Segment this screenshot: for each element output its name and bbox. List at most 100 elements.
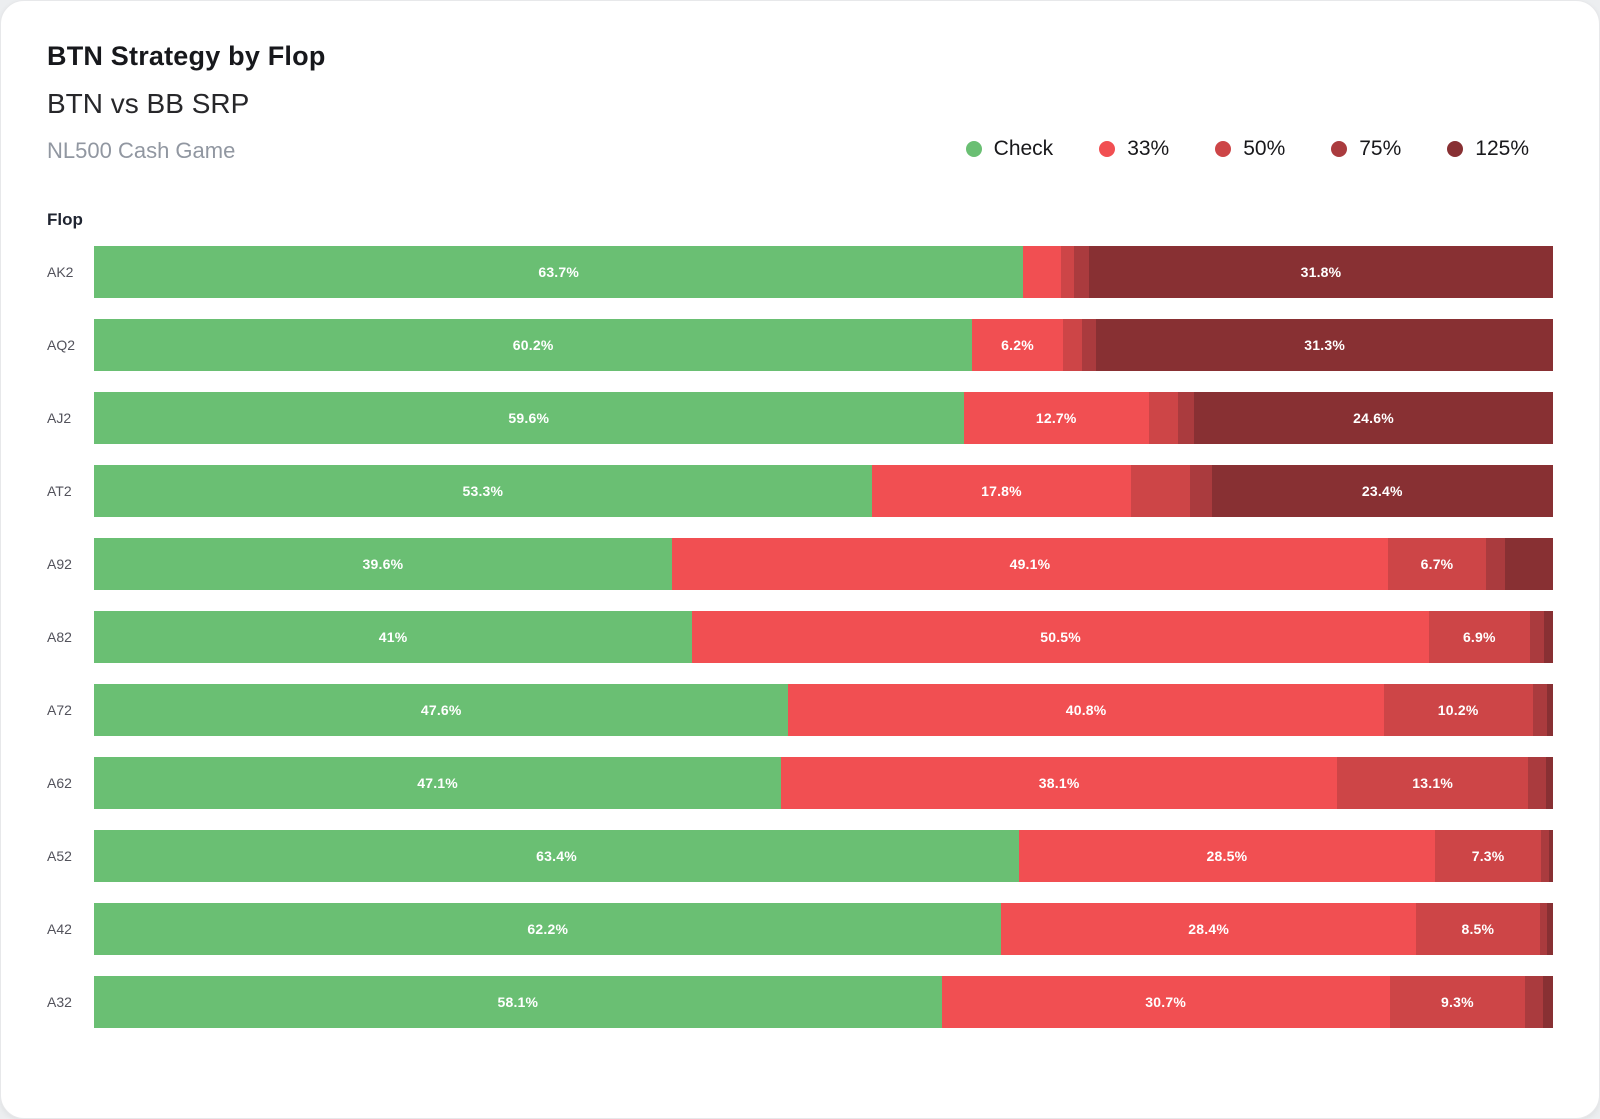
game-caption: NL500 Cash Game xyxy=(47,138,236,163)
segment-check[interactable]: 60.2% xyxy=(94,319,973,371)
flop-label: AJ2 xyxy=(47,410,72,426)
flop-label: A82 xyxy=(47,629,72,645)
stacked-bar: 62.2% 28.4% 8.5% xyxy=(94,903,1553,955)
segment-value-label: 49.1% xyxy=(1009,556,1051,572)
segment-33pct[interactable]: 28.4% xyxy=(1001,903,1416,955)
segment-33pct[interactable] xyxy=(1023,246,1062,298)
segment-75pct[interactable] xyxy=(1525,976,1543,1028)
segment-75pct[interactable] xyxy=(1539,903,1548,955)
segment-value-label: 31.3% xyxy=(1304,337,1345,353)
segment-value-label: 7.3% xyxy=(1471,848,1505,864)
segment-value-label: 63.4% xyxy=(536,848,577,864)
segment-50pct[interactable]: 9.3% xyxy=(1389,976,1526,1028)
segment-value-label: 60.2% xyxy=(512,337,554,353)
segment-125pct[interactable] xyxy=(1547,684,1553,736)
page-title: BTN Strategy by Flop xyxy=(47,41,326,71)
segment-50pct[interactable]: 6.9% xyxy=(1428,611,1530,663)
flop-row-a82: A82 41% 50.5% 6.9% xyxy=(47,611,1553,663)
segment-33pct[interactable]: 30.7% xyxy=(941,976,1390,1028)
stacked-bar: 41% 50.5% 6.9% xyxy=(94,611,1553,663)
legend-item-33pct[interactable]: 33% xyxy=(1099,137,1169,161)
legend-item-125pct[interactable]: 125% xyxy=(1447,137,1529,161)
flop-label: A92 xyxy=(47,556,72,572)
segment-check[interactable]: 47.6% xyxy=(94,684,789,736)
segment-75pct[interactable] xyxy=(1178,392,1195,444)
segment-value-label: 62.2% xyxy=(527,921,569,937)
segment-value-label: 40.8% xyxy=(1065,702,1107,718)
segment-50pct[interactable] xyxy=(1148,392,1179,444)
segment-75pct[interactable] xyxy=(1074,246,1089,298)
segment-125pct[interactable] xyxy=(1542,976,1553,1028)
segment-50pct[interactable]: 6.7% xyxy=(1388,538,1486,590)
segment-75pct[interactable] xyxy=(1485,538,1505,590)
segment-value-label: 58.1% xyxy=(497,994,539,1010)
segment-125pct[interactable]: 31.8% xyxy=(1089,246,1553,298)
segment-check[interactable]: 63.4% xyxy=(94,830,1019,882)
segment-125pct[interactable] xyxy=(1548,830,1553,882)
segment-125pct[interactable] xyxy=(1544,611,1553,663)
segment-value-label: 13.1% xyxy=(1412,775,1453,791)
segment-50pct[interactable]: 7.3% xyxy=(1434,830,1542,882)
legend: Check 33% 50% 75% 125% xyxy=(965,137,1529,161)
segment-33pct[interactable]: 28.5% xyxy=(1019,830,1435,882)
segment-50pct[interactable]: 10.2% xyxy=(1383,684,1533,736)
segment-check[interactable]: 59.6% xyxy=(94,392,964,444)
segment-75pct[interactable] xyxy=(1081,319,1097,371)
segment-75pct[interactable] xyxy=(1541,830,1549,882)
flop-label: A72 xyxy=(47,702,72,718)
segment-75pct[interactable] xyxy=(1532,684,1548,736)
segment-check[interactable]: 58.1% xyxy=(94,976,942,1028)
legend-label: 33% xyxy=(1127,137,1170,160)
segment-50pct[interactable] xyxy=(1062,319,1082,371)
segment-value-label: 50.5% xyxy=(1040,629,1081,645)
segment-75pct[interactable] xyxy=(1189,465,1212,517)
segment-33pct[interactable]: 50.5% xyxy=(692,611,1429,663)
segment-125pct[interactable]: 23.4% xyxy=(1211,465,1553,517)
legend-label: Check xyxy=(993,137,1054,160)
segment-75pct[interactable] xyxy=(1529,611,1545,663)
segment-50pct[interactable] xyxy=(1061,246,1075,298)
segment-33pct[interactable]: 17.8% xyxy=(871,465,1132,517)
segment-33pct[interactable]: 12.7% xyxy=(963,392,1149,444)
legend-item-75pct[interactable]: 75% xyxy=(1331,137,1401,161)
legend-item-check[interactable]: Check xyxy=(965,137,1054,161)
page-subtitle: BTN vs BB SRP xyxy=(47,88,250,119)
flop-label: AT2 xyxy=(47,483,72,499)
segment-50pct[interactable] xyxy=(1131,465,1190,517)
segment-125pct[interactable] xyxy=(1545,757,1553,809)
legend-dot-icon xyxy=(1331,141,1348,157)
segment-125pct[interactable] xyxy=(1504,538,1553,590)
legend-dot-icon xyxy=(965,141,982,157)
segment-check[interactable]: 47.1% xyxy=(94,757,782,809)
segment-125pct[interactable]: 24.6% xyxy=(1194,392,1553,444)
segment-check[interactable]: 41% xyxy=(94,611,693,663)
segment-33pct[interactable]: 6.2% xyxy=(972,319,1063,371)
segment-125pct[interactable]: 31.3% xyxy=(1096,319,1553,371)
segment-value-label: 6.9% xyxy=(1462,629,1496,645)
segment-value-label: 28.5% xyxy=(1206,848,1248,864)
flop-row-at2: AT2 53.3% 17.8% 23.4% xyxy=(47,465,1553,517)
segment-125pct[interactable] xyxy=(1547,903,1553,955)
segment-33pct[interactable]: 38.1% xyxy=(781,757,1338,809)
segment-33pct[interactable]: 49.1% xyxy=(671,538,1389,590)
flop-row-a92: A92 39.6% 49.1% 6.7% xyxy=(47,538,1553,590)
segment-75pct[interactable] xyxy=(1528,757,1546,809)
flop-row-a52: A52 63.4% 28.5% 7.3% xyxy=(47,830,1553,882)
chart-header: BTN Strategy by Flop BTN vs BB SRP NL500… xyxy=(1,1,1599,164)
segment-value-label: 6.2% xyxy=(1001,337,1034,353)
segment-check[interactable]: 62.2% xyxy=(94,903,1002,955)
segment-check[interactable]: 39.6% xyxy=(94,538,672,590)
segment-50pct[interactable]: 13.1% xyxy=(1337,757,1529,809)
flop-row-aq2: AQ2 60.2% 6.2% 31.3% xyxy=(47,319,1553,371)
segment-33pct[interactable]: 40.8% xyxy=(788,684,1384,736)
legend-item-50pct[interactable]: 50% xyxy=(1215,137,1285,161)
stacked-bar: 47.6% 40.8% 10.2% xyxy=(94,684,1553,736)
flop-row-a32: A32 58.1% 30.7% 9.3% xyxy=(47,976,1553,1028)
segment-50pct[interactable]: 8.5% xyxy=(1415,903,1540,955)
segment-check[interactable]: 63.7% xyxy=(94,246,1024,298)
stacked-bar: 59.6% 12.7% 24.6% xyxy=(94,392,1553,444)
segment-check[interactable]: 53.3% xyxy=(94,465,872,517)
legend-dot-icon xyxy=(1447,141,1464,157)
flop-label: A32 xyxy=(47,994,72,1010)
flop-label: A52 xyxy=(47,848,72,864)
